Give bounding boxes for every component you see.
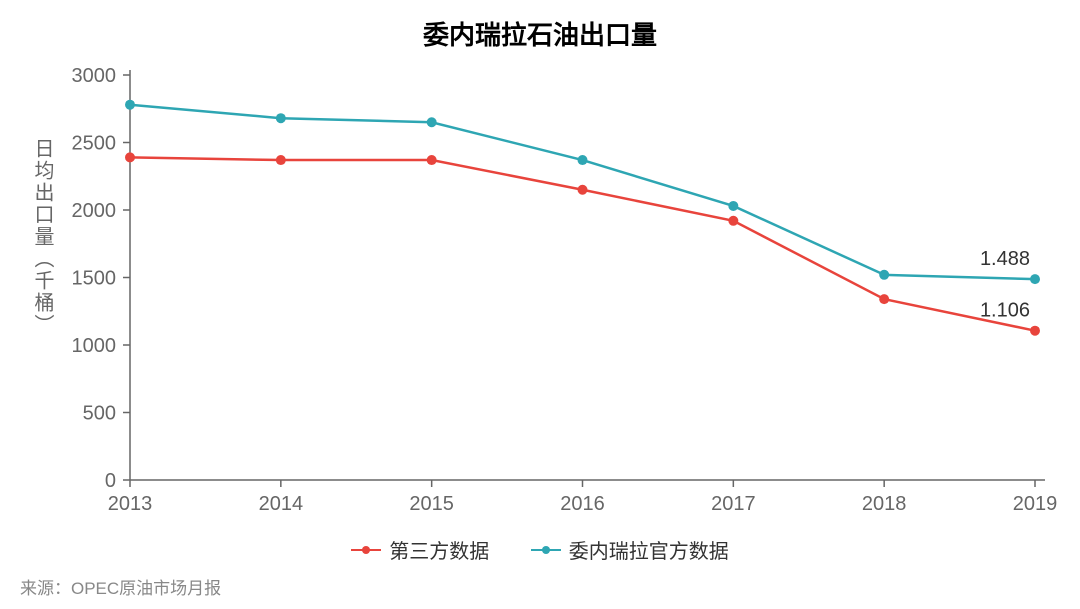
svg-text:0: 0 <box>105 470 116 492</box>
chart-title: 委内瑞拉石油出口量 <box>0 15 1080 52</box>
legend-swatch-series2 <box>531 545 561 555</box>
legend-swatch-series1 <box>351 545 381 555</box>
svg-text:2014: 2014 <box>259 493 304 515</box>
legend: 第三方数据 委内瑞拉官方数据 <box>0 535 1080 564</box>
legend-label-series2: 委内瑞拉官方数据 <box>569 535 729 564</box>
legend-item-series2: 委内瑞拉官方数据 <box>531 535 729 564</box>
svg-text:2000: 2000 <box>72 200 117 222</box>
svg-text:2016: 2016 <box>560 493 605 515</box>
svg-text:2018: 2018 <box>862 493 907 515</box>
source-text: 来源：OPEC原油市场月报 <box>20 574 221 599</box>
legend-item-series1: 第三方数据 <box>351 535 489 564</box>
svg-text:500: 500 <box>83 403 116 425</box>
svg-text:3000: 3000 <box>72 65 117 87</box>
svg-text:1000: 1000 <box>72 335 117 357</box>
svg-text:2500: 2500 <box>72 133 117 155</box>
chart-plot: 0 500 1000 1500 2000 2500 3000 2013 2014 2015 2016… <box>0 0 1080 609</box>
svg-text:2013: 2013 <box>108 493 153 515</box>
svg-text:1500: 1500 <box>72 268 117 290</box>
svg-text:2019: 2019 <box>1013 493 1058 515</box>
svg-text:1.488: 1.488 <box>980 248 1030 270</box>
svg-text:1.106: 1.106 <box>980 300 1030 322</box>
y-axis-label: 日均出口量（千桶） <box>28 138 57 336</box>
chart-container: 委内瑞拉石油出口量 日均出口量（千桶） 0 500 1000 1500 2000 2500… <box>0 0 1080 609</box>
legend-label-series1: 第三方数据 <box>389 535 489 564</box>
svg-text:2015: 2015 <box>409 493 454 515</box>
svg-text:2017: 2017 <box>711 493 756 515</box>
